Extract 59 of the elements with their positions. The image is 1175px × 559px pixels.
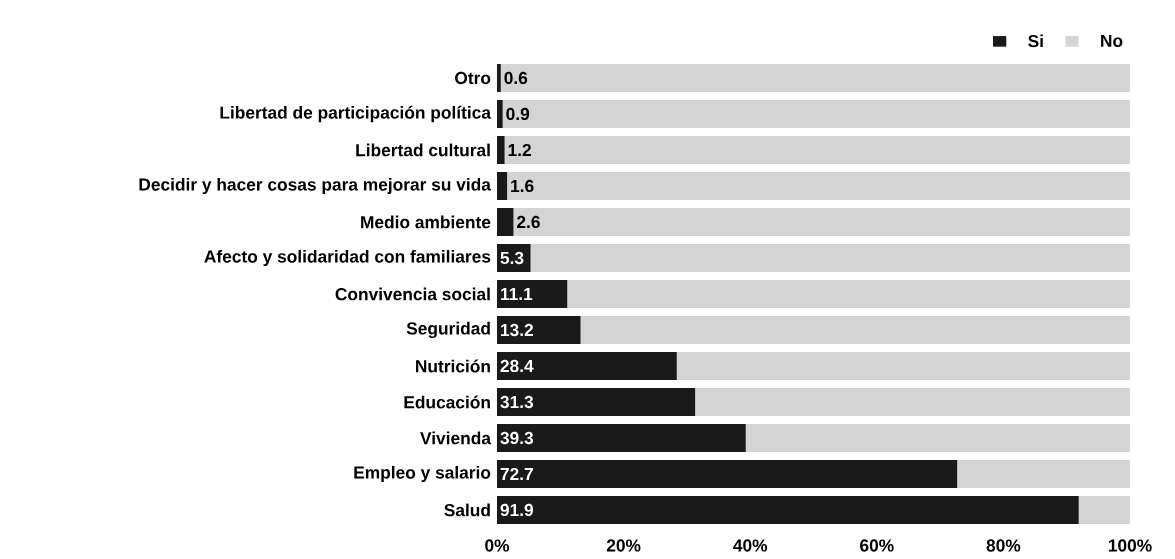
x-tick-label: 0% [485, 539, 510, 552]
bar [502, 99, 1130, 129]
y-tick-label: Decidir y hacer cosas para mejorar su vida [139, 177, 492, 195]
bar [530, 243, 1130, 273]
bar [497, 459, 958, 489]
bar [497, 387, 696, 417]
data-label: 28.4 [500, 359, 534, 373]
y-tick-label: Seguridad [406, 321, 490, 339]
y-tick-label: Empleo y salario [354, 465, 491, 483]
bar [580, 315, 1130, 345]
data-label: 39.3 [500, 431, 534, 445]
data-label: 31.3 [500, 395, 534, 409]
bar [497, 315, 581, 345]
bar [957, 459, 1130, 489]
bar [497, 423, 746, 453]
x-tick-label: 20% [606, 539, 641, 552]
legend-label: Si [1028, 34, 1043, 48]
y-tick-label: Medio ambiente [361, 215, 491, 229]
bar [507, 171, 1130, 201]
bar [497, 495, 1079, 525]
bar [676, 351, 1130, 381]
y-tick-label: Convivencia social [335, 287, 490, 301]
data-label: 5.3 [500, 251, 524, 265]
data-label: 11.1 [501, 288, 533, 300]
y-tick-label: Vivienda [420, 431, 492, 445]
x-tick-label: 100% [1108, 539, 1152, 552]
bar [497, 135, 505, 165]
data-label: 91.9 [500, 503, 534, 517]
bar [567, 279, 1130, 309]
bar [1078, 495, 1130, 525]
x-tick-label: 80% [986, 539, 1021, 552]
bar [500, 63, 1130, 93]
bar [497, 171, 508, 201]
y-tick-label: Libertad cultural [356, 143, 490, 157]
bar [497, 207, 514, 237]
y-tick-label: Libertad de participación política [220, 105, 492, 123]
x-tick-label: 60% [860, 539, 894, 552]
data-label: 72.7 [500, 467, 533, 481]
y-tick-label: Educación [404, 395, 490, 409]
y-tick-label: Nutrición [416, 359, 490, 373]
data-label: 0.9 [506, 107, 530, 121]
bar [497, 63, 501, 93]
bar [745, 423, 1130, 453]
bar [497, 351, 677, 381]
y-tick-label: Otro [455, 71, 491, 85]
data-label: 0.6 [504, 71, 528, 85]
bar [497, 279, 568, 309]
data-label: 1.6 [511, 179, 534, 193]
y-tick-label: Afecto y solidaridad con familiares [204, 249, 491, 267]
x-tick-label: 40% [733, 539, 768, 552]
data-label: 13.2 [501, 323, 533, 337]
data-label: 1.2 [508, 143, 531, 157]
bar [497, 99, 503, 129]
legend-label: No [1101, 34, 1123, 47]
bar [513, 207, 1130, 237]
y-tick-label: Salud [444, 503, 490, 517]
data-label: 2.6 [517, 215, 540, 229]
bar [504, 135, 1130, 165]
bar [695, 387, 1130, 417]
